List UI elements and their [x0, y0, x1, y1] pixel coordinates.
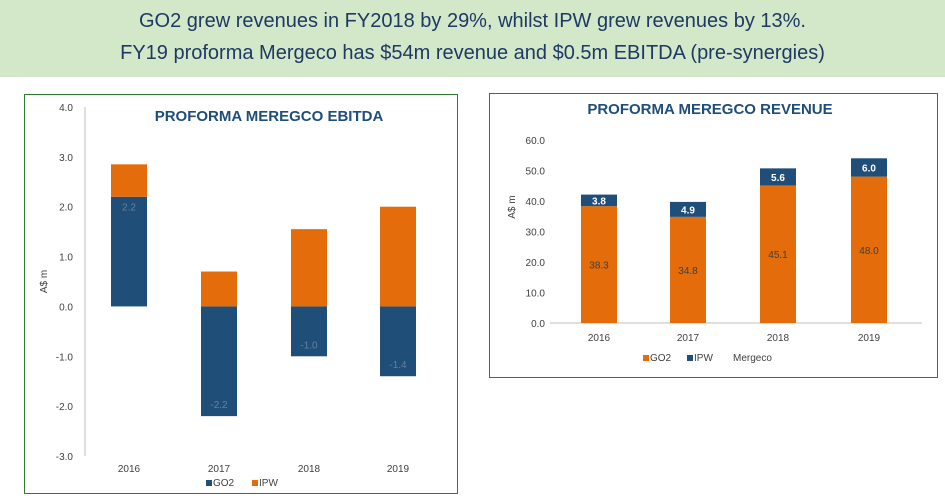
ebitda-chart-panel: PROFORMA MEREGCO EBITDA 4.0 3.0 2.0 1.0 0.0 -1…	[24, 94, 458, 494]
data-label-go2: 34.8	[678, 266, 698, 277]
bar-ipw-2016	[111, 164, 147, 197]
bar-go2-2017	[201, 306, 237, 417]
summary-line-2: FY19 proforma Mergeco has $54m revenue a…	[120, 42, 825, 64]
bar-go2-2019	[851, 176, 887, 323]
bar-ipw-2017	[201, 271, 237, 307]
x-tick-label: 2019	[387, 464, 410, 475]
summary-line-1: GO2 grew revenues in FY2018 by 29%, whil…	[139, 10, 806, 32]
x-tick-label: 2017	[677, 333, 700, 344]
legend-label-ipw: IPW	[694, 353, 713, 364]
ebitda-chart: PROFORMA MEREGCO EBITDA 4.0 3.0 2.0 1.0 0.0 -1…	[39, 103, 416, 489]
y-tick-label: 0.0	[59, 302, 73, 313]
x-tick-label: 2019	[858, 333, 881, 344]
legend-swatch-ipw	[687, 355, 693, 361]
y-axis-label: A$ m	[39, 270, 50, 293]
chart-title: PROFORMA MEREGCO EBITDA	[155, 108, 384, 125]
legend-swatch-go2	[643, 355, 649, 361]
bar-ipw-2017	[670, 201, 706, 217]
x-tick-label: 2016	[588, 333, 611, 344]
legend-label-go2: GO2	[213, 478, 235, 489]
y-tick-label: 50.0	[526, 167, 546, 178]
revenue-chart: PROFORMA MEREGCO REVENUE 60.0 50.0 40.0 30.0…	[507, 101, 922, 364]
bar-go2-2016	[581, 206, 617, 323]
x-tick-label: 2016	[118, 464, 141, 475]
y-tick-label: 20.0	[526, 258, 546, 269]
chart-title: PROFORMA MEREGCO REVENUE	[587, 101, 832, 118]
y-tick-label: 1.0	[59, 253, 73, 264]
y-tick-label: -1.0	[56, 352, 74, 363]
legend-swatch-ipw	[252, 480, 258, 486]
bar-ipw-2018	[760, 168, 796, 186]
y-tick-label: 3.0	[59, 153, 73, 164]
bar-ipw-2019	[851, 158, 887, 177]
bar-ipw-2018	[291, 229, 327, 307]
y-tick-label: -2.0	[56, 402, 74, 413]
y-tick-label: 40.0	[526, 197, 546, 208]
bar-ipw-2016	[581, 194, 617, 207]
y-tick-label: 10.0	[526, 289, 546, 300]
revenue-chart-panel: PROFORMA MEREGCO REVENUE 60.0 50.0 40.0 30.0…	[489, 93, 938, 378]
bar-go2-2019	[380, 306, 416, 377]
y-tick-label: 60.0	[526, 136, 546, 147]
y-axis-label: A$ m	[507, 195, 518, 218]
bar-go2-2018	[760, 185, 796, 323]
legend-swatch-go2	[206, 480, 212, 486]
bar-go2-2017	[670, 216, 706, 323]
legend-label-ipw: IPW	[259, 478, 278, 489]
y-tick-label: -3.0	[56, 452, 74, 463]
data-label-go2: -1.4	[389, 360, 407, 371]
data-label-ipw: 4.9	[681, 205, 695, 216]
legend-label-go2: GO2	[650, 353, 672, 364]
x-tick-label: 2017	[208, 464, 231, 475]
x-tick-label: 2018	[767, 333, 790, 344]
data-label-ipw: 6.0	[862, 163, 876, 174]
data-label-go2: 48.0	[859, 246, 879, 257]
legend-label-mergeco: Mergeco	[733, 353, 772, 364]
data-label-go2: 38.3	[589, 261, 609, 272]
data-label-ipw: 5.6	[771, 173, 785, 184]
y-tick-label: 0.0	[531, 319, 545, 330]
summary-banner: GO2 grew revenues in FY2018 by 29%, whil…	[0, 0, 945, 77]
y-tick-label: 4.0	[59, 103, 73, 114]
bar-ipw-2019	[380, 206, 416, 307]
y-tick-label: 2.0	[59, 203, 73, 214]
data-label-ipw: 3.8	[592, 196, 606, 207]
data-label-go2: -1.0	[300, 340, 318, 351]
bar-go2-2018	[291, 306, 327, 357]
x-tick-label: 2018	[298, 464, 321, 475]
data-label-go2: 45.1	[768, 250, 788, 261]
data-label-go2: -2.2	[210, 400, 228, 411]
y-tick-label: 30.0	[526, 228, 546, 239]
data-label-go2: 2.2	[122, 203, 136, 214]
bar-go2-2016	[111, 196, 147, 307]
